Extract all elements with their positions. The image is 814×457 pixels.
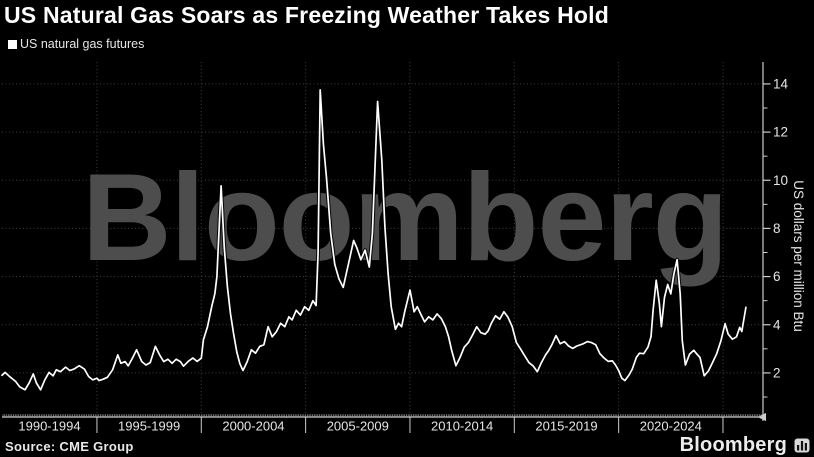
legend: US natural gas futures [8,37,144,51]
y-tick-label: 10 [773,173,788,188]
y-tick-label: 12 [773,125,788,140]
x-band-label: 2020-2024 [640,419,702,434]
x-band-label: 2000-2004 [222,419,284,434]
legend-swatch-icon [8,39,17,49]
bloomberg-bars-icon [794,438,810,453]
y-tick-label: 8 [773,221,781,236]
axis-end-arrow [757,412,766,422]
y-tick-label: 14 [773,76,789,91]
y-tick-label: 2 [773,365,781,380]
page-title: US Natural Gas Soars as Freezing Weather… [4,2,609,28]
watermark: Bloomberg [82,149,727,287]
x-band-label: 2010-2014 [431,419,493,434]
x-band-label: 1990-1994 [18,419,80,434]
x-band-label: 2015-2019 [535,419,597,434]
x-band-label: 1995-1999 [118,419,180,434]
y-tick-label: 4 [773,317,781,332]
brand: Bloomberg [680,434,810,457]
y-axis-title: US dollars per million Btu [791,180,806,332]
x-band-label: 2005-2009 [327,419,389,434]
y-tick-label: 6 [773,269,781,284]
brand-wordmark: Bloomberg [679,434,787,456]
source-label: Source: CME Group [5,439,134,454]
legend-label: US natural gas futures [20,37,145,51]
series-line [1,89,747,391]
